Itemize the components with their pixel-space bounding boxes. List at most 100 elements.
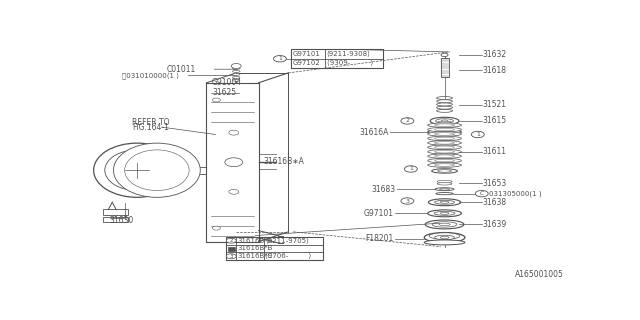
Ellipse shape xyxy=(439,223,450,226)
Ellipse shape xyxy=(428,154,461,158)
Text: 31630: 31630 xyxy=(110,216,134,225)
Ellipse shape xyxy=(424,240,465,245)
Ellipse shape xyxy=(436,106,452,109)
Circle shape xyxy=(401,118,414,124)
Circle shape xyxy=(471,131,484,138)
Text: ⟨9309-         ⟩: ⟨9309- ⟩ xyxy=(326,60,372,67)
Ellipse shape xyxy=(428,163,461,167)
Ellipse shape xyxy=(428,149,461,154)
Ellipse shape xyxy=(429,233,460,239)
Circle shape xyxy=(273,56,286,62)
Text: 31521: 31521 xyxy=(483,100,507,109)
Text: 1: 1 xyxy=(476,132,480,137)
Text: ⟨9706-         ⟩: ⟨9706- ⟩ xyxy=(265,253,311,260)
Text: 31616B*B: 31616B*B xyxy=(237,245,273,252)
Text: 1: 1 xyxy=(409,166,413,172)
Text: ⟨9211-9308⟩: ⟨9211-9308⟩ xyxy=(326,51,371,57)
Ellipse shape xyxy=(435,142,454,144)
Circle shape xyxy=(227,254,236,259)
Bar xyxy=(291,50,383,68)
Ellipse shape xyxy=(436,193,453,195)
Ellipse shape xyxy=(428,199,461,206)
Text: 31683: 31683 xyxy=(372,185,396,194)
Ellipse shape xyxy=(428,136,461,141)
Ellipse shape xyxy=(441,120,448,122)
Ellipse shape xyxy=(435,137,454,140)
Circle shape xyxy=(212,226,220,230)
Text: 031305000(1 ): 031305000(1 ) xyxy=(489,190,541,197)
Ellipse shape xyxy=(124,162,150,179)
Ellipse shape xyxy=(440,236,449,238)
Text: 31625: 31625 xyxy=(212,88,237,97)
Ellipse shape xyxy=(437,180,452,183)
Ellipse shape xyxy=(435,164,454,166)
Ellipse shape xyxy=(435,146,454,148)
Text: 1: 1 xyxy=(278,56,282,61)
Ellipse shape xyxy=(232,70,240,72)
Ellipse shape xyxy=(435,150,454,153)
Text: 3: 3 xyxy=(405,198,410,204)
Ellipse shape xyxy=(436,119,454,123)
Text: 31611: 31611 xyxy=(483,147,507,156)
Text: 31632: 31632 xyxy=(483,51,507,60)
Ellipse shape xyxy=(113,143,200,197)
Circle shape xyxy=(231,64,241,68)
Ellipse shape xyxy=(437,182,452,185)
Ellipse shape xyxy=(432,222,457,227)
Circle shape xyxy=(228,189,239,194)
Bar xyxy=(103,209,128,215)
Text: C: C xyxy=(480,191,484,196)
Text: ⟨9211-9705⟩: ⟨9211-9705⟩ xyxy=(265,237,308,244)
Ellipse shape xyxy=(105,150,169,190)
Ellipse shape xyxy=(428,130,461,134)
Ellipse shape xyxy=(436,103,452,106)
Ellipse shape xyxy=(232,68,240,69)
Ellipse shape xyxy=(232,73,240,75)
Circle shape xyxy=(227,238,236,243)
Text: F18201: F18201 xyxy=(365,234,394,243)
Text: C01011: C01011 xyxy=(167,65,196,74)
Ellipse shape xyxy=(435,200,454,204)
Ellipse shape xyxy=(438,123,451,125)
Ellipse shape xyxy=(431,169,458,173)
Circle shape xyxy=(212,98,220,102)
Ellipse shape xyxy=(436,97,452,100)
Text: 31638: 31638 xyxy=(483,198,507,207)
Circle shape xyxy=(401,198,414,204)
Ellipse shape xyxy=(435,124,454,126)
Text: REFER TO: REFER TO xyxy=(132,118,170,127)
Text: 31615: 31615 xyxy=(483,116,507,125)
Text: 31616B*C: 31616B*C xyxy=(237,253,273,259)
Ellipse shape xyxy=(428,158,461,163)
Ellipse shape xyxy=(428,145,461,149)
Ellipse shape xyxy=(438,125,451,127)
Ellipse shape xyxy=(93,143,180,197)
Ellipse shape xyxy=(435,235,454,240)
Text: 31639: 31639 xyxy=(483,220,507,229)
Text: 31616A: 31616A xyxy=(359,128,388,137)
Ellipse shape xyxy=(425,220,464,229)
Ellipse shape xyxy=(435,159,454,162)
Circle shape xyxy=(476,190,488,197)
Ellipse shape xyxy=(435,128,454,131)
Ellipse shape xyxy=(436,100,452,103)
Ellipse shape xyxy=(125,150,189,190)
Bar xyxy=(227,237,323,260)
Ellipse shape xyxy=(434,212,455,215)
Ellipse shape xyxy=(232,76,240,78)
Ellipse shape xyxy=(435,133,454,135)
Ellipse shape xyxy=(438,170,451,172)
Ellipse shape xyxy=(428,127,461,132)
Ellipse shape xyxy=(436,109,452,112)
Text: Ⓜ031010000⟨1 ⟩: Ⓜ031010000⟨1 ⟩ xyxy=(122,72,179,79)
Circle shape xyxy=(441,53,448,57)
Ellipse shape xyxy=(428,210,461,217)
Circle shape xyxy=(228,130,239,135)
Text: 31653: 31653 xyxy=(483,179,507,188)
Ellipse shape xyxy=(440,188,449,190)
Ellipse shape xyxy=(440,212,449,214)
Text: 31616B∗A: 31616B∗A xyxy=(264,157,305,166)
Text: G97102: G97102 xyxy=(292,60,321,66)
Ellipse shape xyxy=(430,117,459,124)
Bar xyxy=(228,247,235,251)
